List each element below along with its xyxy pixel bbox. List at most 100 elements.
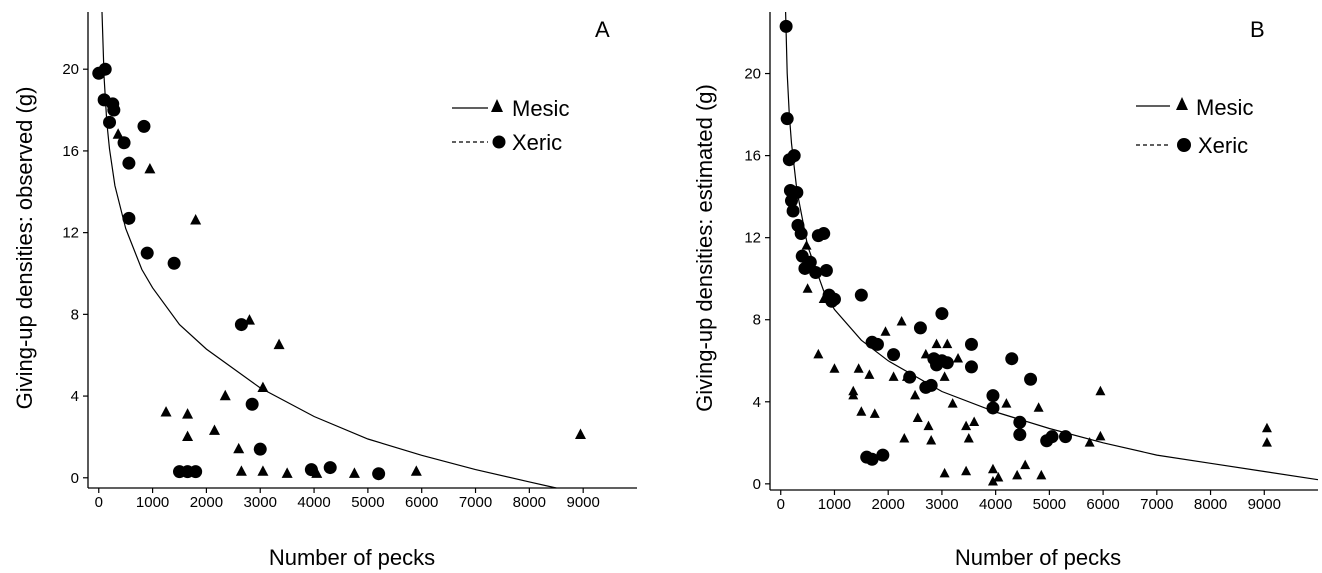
xeric-point <box>924 378 938 392</box>
mesic-point <box>926 435 937 445</box>
y-ticks: 0 4 8 12 16 20 <box>744 66 770 493</box>
mesic-point <box>993 471 1004 482</box>
mesic-point <box>182 430 194 442</box>
xeric-point <box>780 112 794 126</box>
xeric-point <box>964 337 978 351</box>
xeric-point <box>1005 352 1019 366</box>
mesic-point <box>864 369 875 379</box>
fit-curve-mesic <box>101 11 557 489</box>
mesic-point <box>923 420 934 431</box>
mesic-point <box>899 432 910 443</box>
mesic-point <box>233 442 245 454</box>
x-tick-label: 5000 <box>1033 496 1066 513</box>
legend-label-xeric: Xeric <box>512 130 562 155</box>
y-tick-label: 0 <box>71 470 79 487</box>
x-tick-label: 9000 <box>566 494 599 511</box>
xeric-point <box>98 62 112 76</box>
mesic-point <box>1033 402 1044 412</box>
xeric-point <box>865 452 879 466</box>
mesic-point <box>1036 469 1047 480</box>
mesic-point <box>257 381 269 393</box>
mesic-point <box>802 283 813 293</box>
xeric-point <box>107 103 121 117</box>
y-tick-label: 12 <box>744 230 761 247</box>
xeric-point <box>819 263 833 277</box>
legend-label-mesic: Mesic <box>1196 95 1253 120</box>
panel-label: B <box>1250 17 1265 42</box>
panel-b: 0 4 8 12 16 20 0 1000 2000 3000 4000 5000 6000 7000 8… <box>692 11 1319 570</box>
xeric-point <box>784 194 798 208</box>
data-points <box>779 19 1272 486</box>
legend: Mesic Xeric <box>452 96 569 155</box>
xeric-point <box>794 227 808 241</box>
xeric-point <box>803 255 817 269</box>
xeric-point <box>103 115 117 129</box>
y-tick-label: 4 <box>753 394 761 411</box>
xeric-point <box>903 370 917 384</box>
xeric-point <box>876 448 890 462</box>
x-tick-label: 2000 <box>190 494 223 511</box>
x-tick-label: 6000 <box>405 494 438 511</box>
mesic-point <box>1001 398 1012 408</box>
xeric-point <box>253 442 267 456</box>
mesic-point <box>880 326 891 336</box>
x-tick-label: 2000 <box>872 496 905 513</box>
x-tick-label: 6000 <box>1086 496 1119 513</box>
xeric-point <box>122 211 136 225</box>
mesic-point <box>1095 385 1106 396</box>
x-tick-label: 4000 <box>979 496 1012 513</box>
mesic-point <box>813 348 824 359</box>
y-tick-label: 12 <box>62 225 79 242</box>
mesic-point <box>801 240 812 250</box>
mesic-point <box>190 214 202 225</box>
xeric-point <box>964 360 978 374</box>
x-tick-label: 3000 <box>925 496 958 513</box>
x-tick-label: 7000 <box>1140 496 1173 513</box>
xeric-point <box>1058 430 1072 444</box>
xeric-point <box>1045 430 1059 444</box>
y-tick-label: 16 <box>744 148 761 165</box>
mesic-point <box>273 338 285 350</box>
xeric-point <box>787 149 801 163</box>
x-tick-label: 7000 <box>459 494 492 511</box>
xeric-point <box>854 288 868 302</box>
xeric-point <box>245 397 259 411</box>
mesic-point <box>942 338 953 349</box>
xeric-point <box>827 292 841 306</box>
mesic-point <box>910 389 921 400</box>
xeric-point <box>887 348 901 362</box>
mesic-point <box>912 412 923 422</box>
xeric-point <box>779 19 793 33</box>
mesic-point <box>574 428 586 440</box>
xeric-point <box>817 227 831 241</box>
mesic-point <box>947 398 958 408</box>
x-tick-label: 0 <box>95 494 103 511</box>
xeric-point <box>935 307 949 321</box>
mesic-point <box>963 432 974 443</box>
mesic-point <box>1012 469 1023 480</box>
xeric-point <box>1013 415 1027 429</box>
legend-label-xeric: Xeric <box>1198 133 1248 158</box>
fit-curve-mesic <box>785 11 1319 481</box>
mesic-point <box>257 465 269 476</box>
mesic-point <box>829 363 840 373</box>
y-tick-label: 4 <box>71 388 79 405</box>
mesic-point <box>939 467 950 478</box>
xeric-point <box>986 401 1000 415</box>
mesic-point <box>853 363 864 373</box>
mesic-point <box>1020 459 1031 470</box>
mesic-point <box>144 162 156 174</box>
mesic-point <box>1261 437 1272 447</box>
y-axis-label: Giving-up densities: estimated (g) <box>692 84 717 412</box>
legend: Mesic Xeric <box>1136 95 1253 158</box>
mesic-point <box>961 420 972 431</box>
mesic-point <box>208 424 220 435</box>
x-tick-label: 3000 <box>244 494 277 511</box>
x-ticks: 0 1000 2000 3000 4000 5000 6000 7000 8000 9000 <box>777 490 1281 513</box>
mesic-point <box>182 408 194 419</box>
mesic-point <box>410 465 422 476</box>
xeric-point <box>323 461 337 475</box>
mesic-point <box>348 467 360 478</box>
mesic-point <box>235 465 247 476</box>
